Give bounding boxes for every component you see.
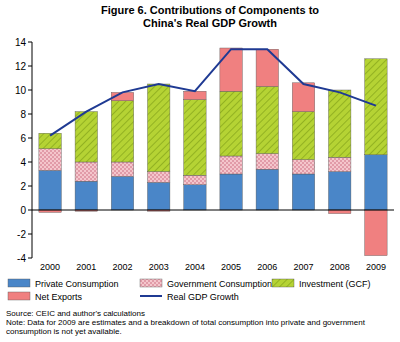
bar xyxy=(111,101,133,162)
bar xyxy=(292,174,314,210)
x-axis xyxy=(32,210,394,211)
y-tick xyxy=(28,162,32,163)
y-tick-label: -2 xyxy=(17,229,26,240)
y-tick xyxy=(28,42,32,43)
bar xyxy=(328,172,350,210)
bar xyxy=(328,90,350,157)
x-tick-label: 2006 xyxy=(257,262,277,272)
legend-label: Private Consumption xyxy=(35,279,119,289)
bar xyxy=(39,170,61,210)
x-tick-label: 2007 xyxy=(293,262,313,272)
bar xyxy=(256,154,278,170)
bar xyxy=(256,86,278,153)
y-tick-label: 12 xyxy=(15,61,27,72)
y-tick xyxy=(28,234,32,235)
y-tick-label: 8 xyxy=(20,109,26,120)
bar xyxy=(328,210,350,214)
line xyxy=(50,49,376,135)
bar xyxy=(220,174,242,210)
y-tick xyxy=(28,186,32,187)
legend-label: Government Consumption xyxy=(167,279,272,289)
y-tick-label: 14 xyxy=(15,37,27,48)
y-tick xyxy=(28,258,32,259)
bar xyxy=(147,84,169,172)
bar xyxy=(365,59,387,155)
bar xyxy=(147,172,169,183)
y-tick-label: 4 xyxy=(20,157,26,168)
bar xyxy=(111,176,133,210)
plot-marks xyxy=(39,48,387,256)
x-tick-label: 2008 xyxy=(330,262,350,272)
bar xyxy=(184,185,206,210)
bar xyxy=(184,100,206,176)
y-tick-label: 2 xyxy=(20,181,26,192)
note: Note: Data for 2009 are estimates and a … xyxy=(6,318,396,336)
bar xyxy=(147,182,169,210)
title: Figure 6. Contributions of Components to… xyxy=(85,4,335,30)
legend-swatch xyxy=(272,279,294,287)
y-tick xyxy=(28,90,32,91)
source-note: Source: CEIC and author's calculationsNo… xyxy=(6,309,396,336)
x-tick-label: 2004 xyxy=(185,262,205,272)
bar xyxy=(111,162,133,176)
bar xyxy=(292,112,314,160)
bar xyxy=(365,210,387,256)
y-axis xyxy=(32,42,33,258)
x-tick-label: 2003 xyxy=(149,262,169,272)
x-tick-label: 2002 xyxy=(112,262,132,272)
y-tick xyxy=(28,66,32,67)
bar xyxy=(220,48,242,91)
bar xyxy=(75,112,97,162)
y-tick xyxy=(28,210,32,211)
legend-swatch xyxy=(8,292,30,300)
y-tick-label: 10 xyxy=(15,85,27,96)
y-tick xyxy=(28,114,32,115)
y-tick-label: 6 xyxy=(20,133,26,144)
x-tick-label: 2009 xyxy=(366,262,386,272)
source: Source: CEIC and author's calculations xyxy=(6,309,396,318)
legend-label: Investment (GCF) xyxy=(299,279,371,289)
legend-swatch xyxy=(140,295,162,297)
bar xyxy=(75,181,97,210)
bar xyxy=(365,155,387,210)
bar xyxy=(328,157,350,171)
bar xyxy=(184,91,206,99)
legend-label: Real GDP Growth xyxy=(167,292,239,302)
bar xyxy=(39,149,61,171)
y-tick-label: 0 xyxy=(20,205,26,216)
legend-swatch xyxy=(8,279,30,287)
legend-label: Net Exports xyxy=(35,292,83,302)
bar xyxy=(292,83,314,112)
y-tick xyxy=(28,138,32,139)
bar xyxy=(220,91,242,156)
bar xyxy=(220,156,242,174)
x-tick-label: 2000 xyxy=(40,262,60,272)
y-tick-label: -4 xyxy=(17,253,26,264)
x-tick-label: 2005 xyxy=(221,262,241,272)
bar xyxy=(256,49,278,86)
x-tick-label: 2001 xyxy=(76,262,96,272)
bar xyxy=(75,162,97,181)
bar xyxy=(184,175,206,185)
bar xyxy=(292,160,314,174)
legend-swatch xyxy=(140,279,162,287)
bar xyxy=(256,169,278,210)
